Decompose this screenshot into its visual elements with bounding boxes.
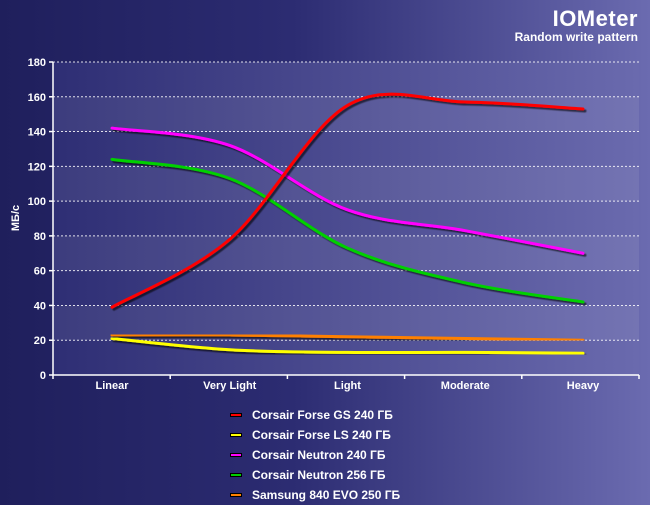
y-tick-label: 20 (34, 335, 46, 347)
legend-label: Corsair Forse GS 240 ГБ (252, 408, 393, 422)
plot-band (53, 96, 639, 132)
x-axis-ticks: Linear Very Light Light Moderate Heavy (52, 375, 640, 392)
x-tick-label: Very Light (203, 380, 257, 392)
x-tick-label: Light (334, 380, 361, 392)
legend-swatch (230, 473, 242, 477)
series-line (110, 333, 585, 342)
y-tick-label: 180 (28, 57, 46, 69)
series-line (110, 126, 585, 255)
y-tick-label: 80 (34, 231, 46, 243)
legend-item: Corsair Forse LS 240 ГБ (230, 425, 400, 445)
x-tick-label: Moderate (441, 380, 490, 392)
y-tick-label: 0 (40, 370, 46, 382)
plot-band (53, 235, 639, 271)
series-lines (110, 92, 585, 355)
legend-label: Samsung 840 EVO 250 ГБ (252, 488, 401, 502)
legend-swatch (230, 453, 242, 457)
plot-band (53, 166, 639, 202)
y-tick-label: 60 (34, 266, 46, 278)
y-tick-label: 120 (28, 161, 46, 173)
series-line (110, 92, 585, 309)
series-line (110, 157, 585, 304)
axes (52, 62, 639, 376)
y-tick-label: 40 (34, 300, 46, 312)
gridlines (53, 61, 639, 341)
legend-item: Corsair Neutron 256 ГБ (230, 465, 400, 485)
x-tick-label: Heavy (567, 380, 600, 392)
plot-area (53, 62, 639, 375)
y-axis-ticks: 0 20 40 60 80 100 120 140 160 180 (28, 57, 53, 382)
legend-label: Corsair Neutron 240 ГБ (252, 448, 386, 462)
line-chart: 0 20 40 60 80 100 120 140 160 180 Linear Very Ligh… (10, 57, 640, 392)
legend-item: Corsair Forse GS 240 ГБ (230, 405, 400, 425)
legend-label: Corsair Neutron 256 ГБ (252, 468, 386, 482)
legend-item: Corsair Neutron 240 ГБ (230, 445, 400, 465)
chart-subtitle: Random write pattern (514, 30, 638, 44)
series-line (110, 336, 585, 355)
legend-swatch (230, 493, 242, 497)
legend: Corsair Forse GS 240 ГБ Corsair Forse LS … (230, 405, 400, 505)
legend-swatch (230, 413, 242, 417)
y-tick-label: 100 (28, 196, 46, 208)
legend-label: Corsair Forse LS 240 ГБ (252, 428, 391, 442)
legend-item: Samsung 840 EVO 250 ГБ (230, 485, 400, 505)
y-tick-label: 140 (28, 127, 46, 139)
legend-swatch (230, 433, 242, 437)
y-tick-label: 160 (28, 92, 46, 104)
plot-bands (53, 96, 639, 341)
chart-title: IOMeter (552, 6, 638, 31)
y-axis-title: МБ/с (10, 205, 22, 231)
x-tick-label: Linear (95, 380, 129, 392)
